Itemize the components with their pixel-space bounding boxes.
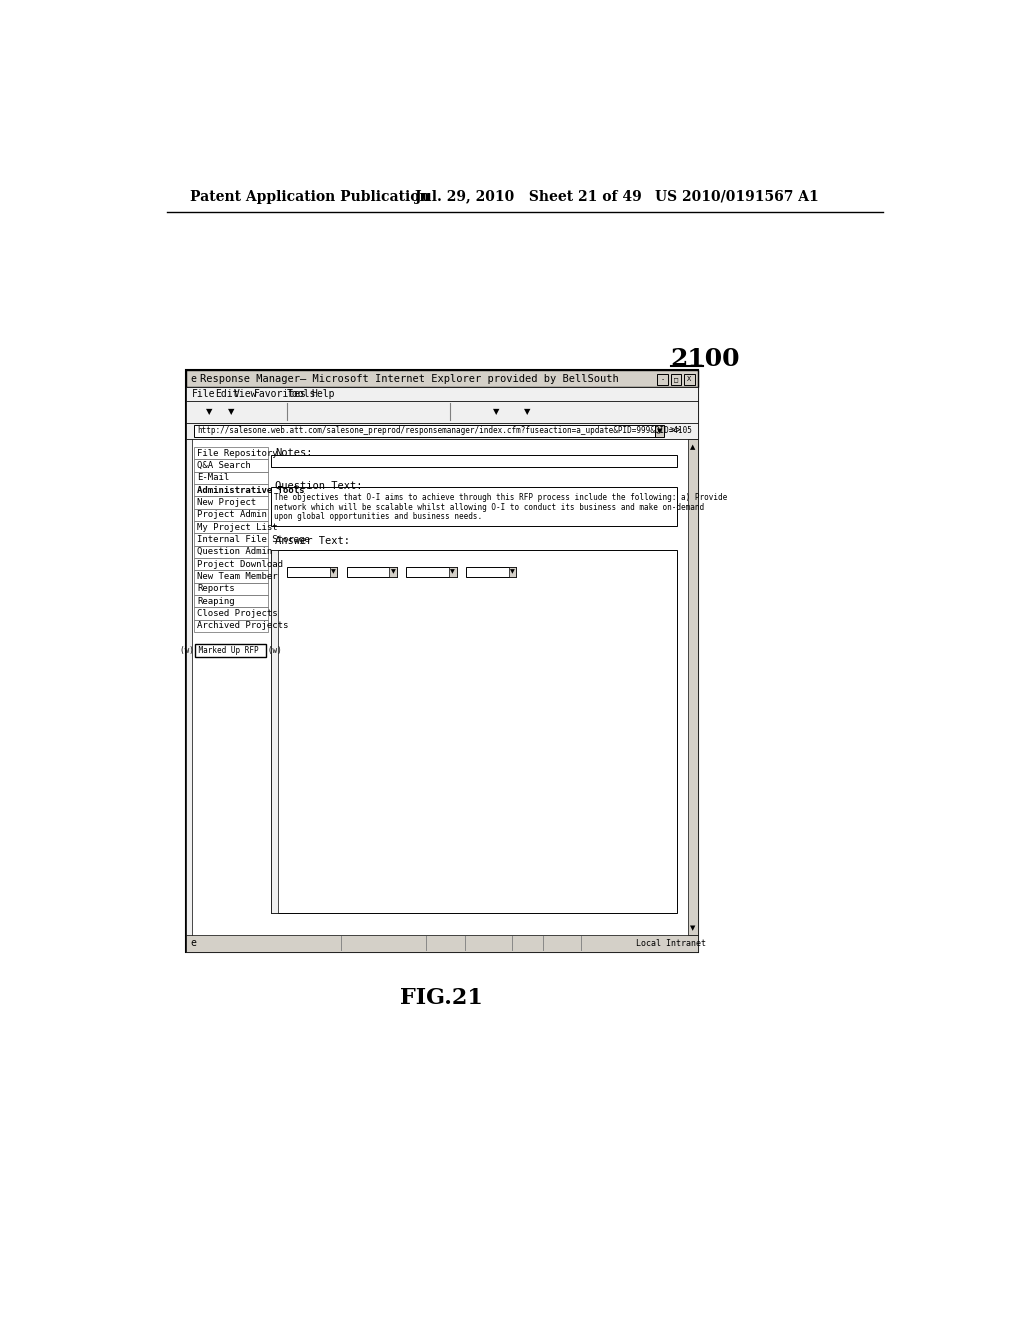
Bar (186, 370, 697, 952)
Bar (688, 440, 697, 935)
Bar (194, 582, 267, 595)
Bar (194, 484, 267, 496)
Text: upon global opportunities and business needs.: upon global opportunities and business n… (274, 512, 482, 521)
Bar (194, 558, 267, 570)
Bar (657, 374, 669, 385)
Text: Project Admin: Project Admin (197, 511, 267, 519)
Text: My Project List: My Project List (197, 523, 278, 532)
Text: Favorites: Favorites (254, 389, 307, 399)
Bar (684, 374, 694, 385)
Text: Help: Help (311, 389, 335, 399)
Text: ▼: ▼ (690, 925, 695, 932)
Bar (389, 566, 397, 577)
Bar (194, 533, 267, 545)
Text: network which will be scalable whilst allowing O-I to conduct its business and m: network which will be scalable whilst al… (274, 503, 705, 512)
Bar (194, 595, 267, 607)
Text: X: X (687, 376, 691, 383)
Bar (194, 570, 267, 582)
Text: Administrative Tools: Administrative Tools (197, 486, 304, 495)
Text: ▼: ▼ (206, 408, 213, 416)
Text: ▼: ▼ (227, 408, 234, 416)
Text: Edit: Edit (216, 389, 239, 399)
Text: (w) Marked Up RFP  (w): (w) Marked Up RFP (w) (180, 645, 282, 655)
Text: e: e (190, 939, 196, 948)
Text: -: - (660, 376, 665, 383)
Text: New Project: New Project (197, 498, 256, 507)
Bar (194, 447, 267, 459)
Text: ▼: ▼ (657, 428, 663, 434)
Bar (186, 935, 697, 952)
Text: Question Admin: Question Admin (197, 548, 272, 556)
Text: FIG.21: FIG.21 (400, 987, 483, 1008)
Text: Reaping: Reaping (197, 597, 234, 606)
Bar (271, 455, 678, 467)
Text: □: □ (674, 376, 678, 383)
Bar (271, 550, 278, 913)
Bar (194, 607, 267, 619)
Bar (407, 566, 457, 577)
Text: Project Download: Project Download (197, 560, 283, 569)
Bar (330, 566, 337, 577)
Bar (194, 471, 267, 484)
Bar (466, 566, 516, 577)
Text: Q&A Search: Q&A Search (197, 461, 251, 470)
Text: Reports: Reports (197, 585, 234, 593)
Text: ▼: ▼ (493, 408, 500, 416)
Text: ▲: ▲ (690, 444, 695, 450)
Bar (194, 496, 267, 508)
Text: e: e (190, 374, 197, 384)
Bar (194, 619, 267, 632)
Bar (186, 440, 697, 952)
Text: http://salesone.web.att.com/salesone_preprod/responsemanager/index.cfm?fuseactio: http://salesone.web.att.com/salesone_pre… (198, 426, 692, 436)
Text: Response Manager– Microsoft Internet Explorer provided by BellSouth: Response Manager– Microsoft Internet Exp… (200, 374, 618, 384)
Text: ▼: ▼ (510, 569, 515, 574)
Text: Jul. 29, 2010   Sheet 21 of 49: Jul. 29, 2010 Sheet 21 of 49 (415, 190, 641, 203)
Bar (671, 374, 681, 385)
Bar (196, 644, 266, 656)
Text: Notes:: Notes: (275, 449, 312, 458)
Bar (194, 425, 655, 437)
Bar (271, 550, 678, 913)
Text: File: File (193, 389, 216, 399)
Text: 2100: 2100 (671, 347, 740, 371)
Text: New Team Member: New Team Member (197, 572, 278, 581)
Bar (186, 440, 193, 952)
Bar (186, 422, 697, 440)
Text: Local Intranet: Local Intranet (636, 939, 706, 948)
Bar (194, 545, 267, 558)
Bar (271, 487, 678, 525)
Bar (194, 521, 267, 533)
Bar (449, 566, 457, 577)
Text: Archived Projects: Archived Projects (197, 622, 289, 630)
Bar (509, 566, 516, 577)
Text: Patent Application Publication: Patent Application Publication (190, 190, 430, 203)
Bar (186, 370, 697, 387)
Text: Internal File Storage: Internal File Storage (197, 535, 310, 544)
Text: ▼: ▼ (524, 408, 530, 416)
Text: Tools: Tools (287, 389, 316, 399)
Text: ▼: ▼ (331, 569, 336, 574)
Text: >>: >> (670, 426, 682, 436)
Bar (194, 459, 267, 471)
Bar (346, 566, 397, 577)
Text: US 2010/0191567 A1: US 2010/0191567 A1 (655, 190, 819, 203)
Text: ▼: ▼ (451, 569, 455, 574)
Text: E-Mail: E-Mail (197, 474, 229, 482)
Text: Answer Text:: Answer Text: (275, 536, 350, 546)
Bar (287, 566, 337, 577)
Bar (186, 387, 697, 401)
Text: The objectives that O-I aims to achieve through this RFP process include the fol: The objectives that O-I aims to achieve … (274, 494, 728, 503)
Text: File Repository: File Repository (197, 449, 278, 458)
Text: Closed Projects: Closed Projects (197, 609, 278, 618)
Text: Question Text:: Question Text: (275, 480, 362, 491)
Text: ▼: ▼ (391, 569, 395, 574)
Bar (655, 425, 665, 437)
Text: View: View (234, 389, 258, 399)
Bar (186, 401, 697, 422)
Bar (194, 508, 267, 521)
